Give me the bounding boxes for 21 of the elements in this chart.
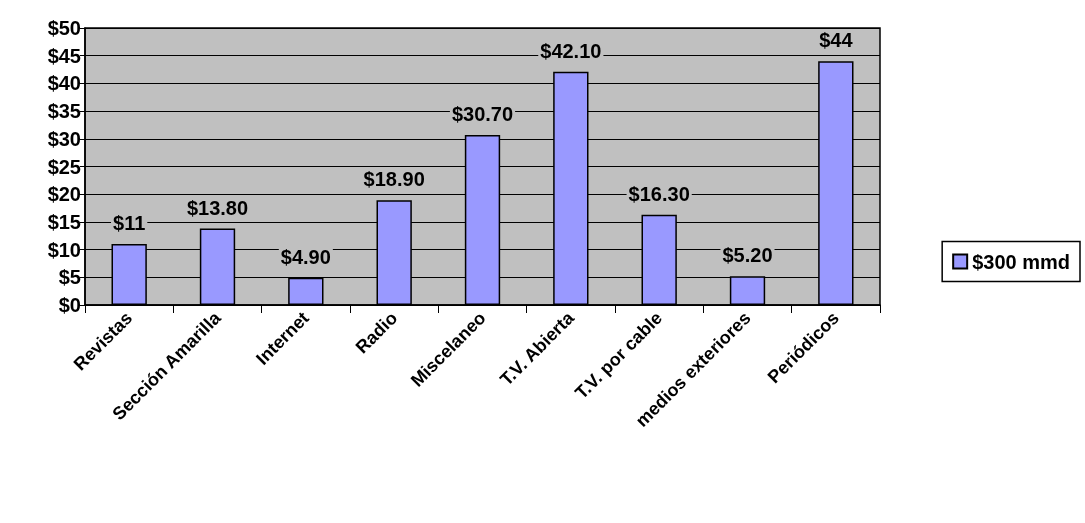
data-label: $13.80 — [186, 196, 249, 219]
data-label: $30.70 — [451, 102, 514, 125]
y-tick-label: $20 — [47, 183, 81, 206]
data-label: $44 — [819, 29, 854, 52]
y-tick-label: $40 — [47, 72, 81, 95]
y-tick-label: $5 — [58, 266, 81, 289]
y-tick-label: $15 — [47, 210, 81, 233]
data-label: $42.10 — [540, 39, 602, 62]
y-tick-label: $35 — [47, 100, 81, 123]
data-label: $16.30 — [628, 182, 690, 205]
y-tick-label: $0 — [58, 294, 81, 316]
data-label: $5.20 — [722, 244, 773, 267]
y-tick-label: $25 — [47, 155, 81, 178]
y-tick-label: $45 — [47, 44, 81, 67]
data-label: $11 — [113, 212, 146, 235]
y-tick-label: $50 — [47, 17, 81, 39]
data-label: $4.90 — [280, 245, 331, 268]
data-label: $18.90 — [363, 168, 425, 191]
legend-label: $300 mmd — [972, 250, 1071, 273]
y-tick-label: $10 — [47, 238, 81, 261]
y-tick-label: $30 — [47, 127, 81, 150]
